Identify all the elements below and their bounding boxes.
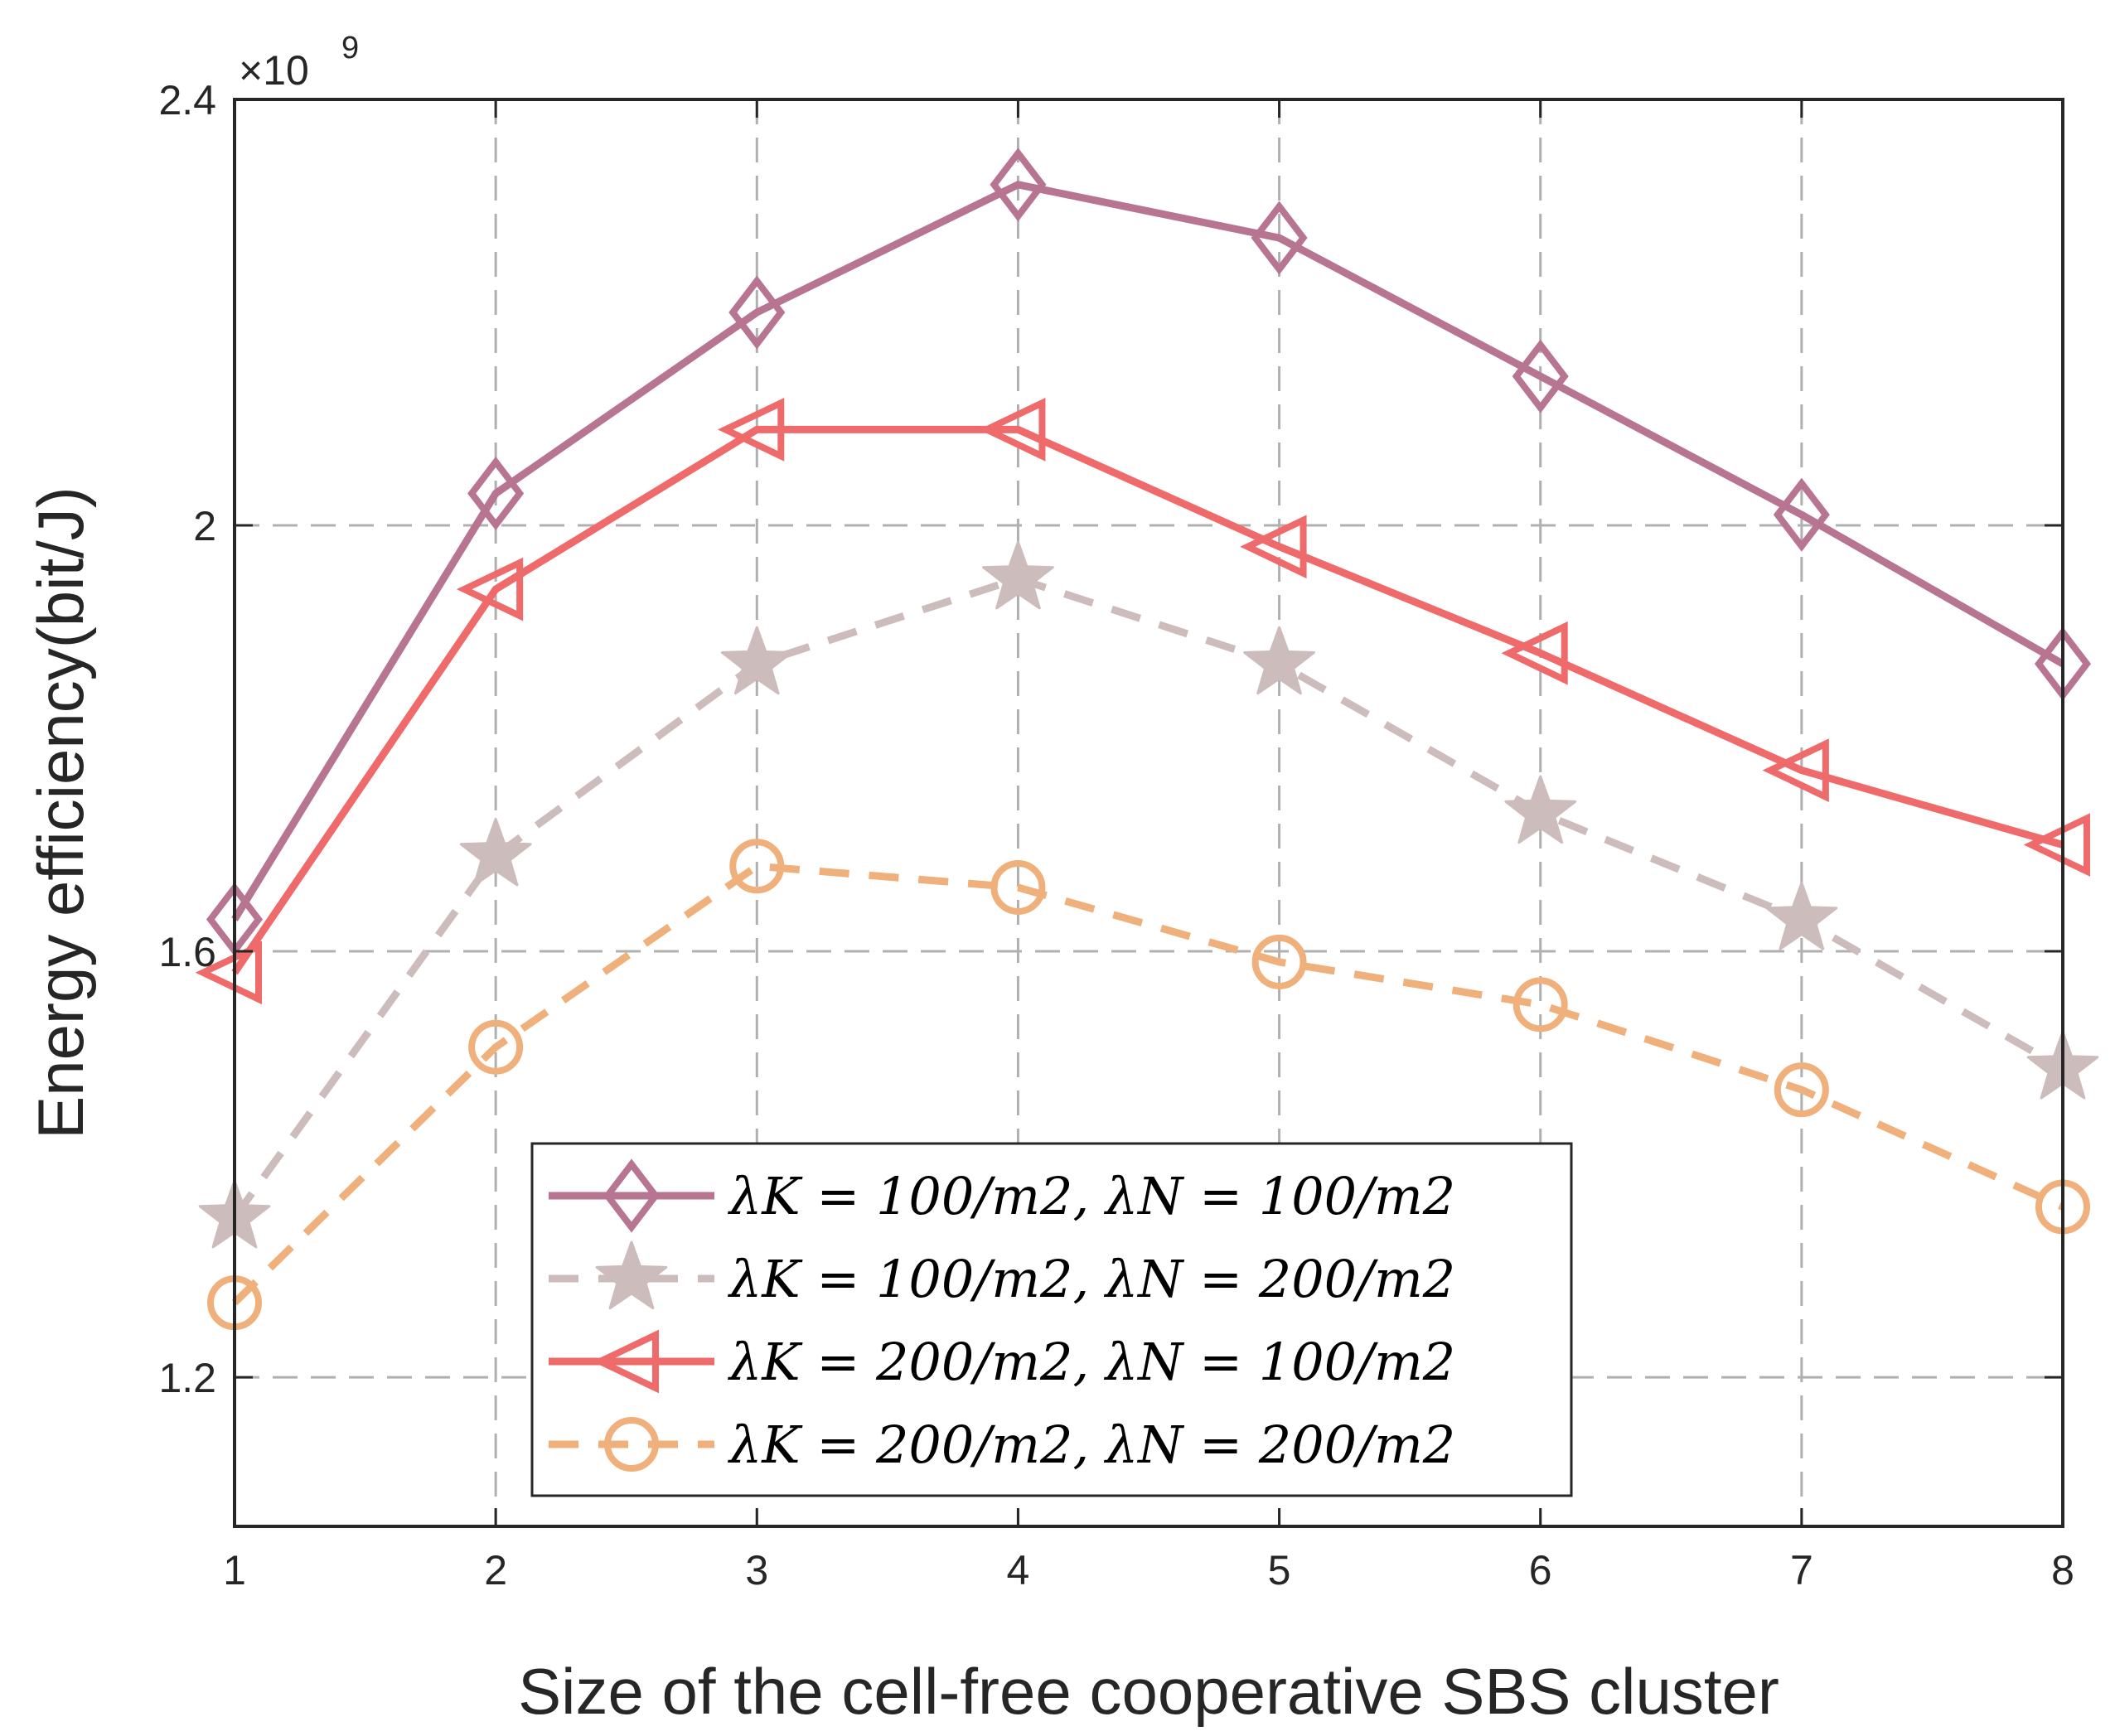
data-point-triangle-left: [1501, 621, 1568, 685]
y-axis-scale-exponent: 9: [341, 31, 359, 65]
data-point-circle: [468, 1019, 524, 1075]
legend-entry: λK = 100/m2, λN = 100/m2: [549, 1158, 1455, 1233]
y-tick-label: 2: [193, 503, 216, 549]
plot-area-frame: [233, 98, 2064, 1528]
data-point-triangle-left: [1240, 515, 1307, 579]
x-axis-title: Size of the cell-free cooperative SBS cl…: [518, 1655, 1779, 1728]
data-point-circle: [1251, 934, 1307, 989]
series-2: [198, 540, 2099, 1249]
data-point-diamond: [990, 147, 1047, 222]
data-point-triangle-left: [979, 398, 1046, 462]
data-point-star: [459, 817, 532, 887]
series-line: [231, 425, 2064, 975]
legend-box: [530, 1142, 1573, 1497]
data-point-diamond: [467, 456, 525, 531]
legend-entry: λK = 100/m2, λN = 200/m2: [549, 1240, 1455, 1310]
legend-label: λK = 200/m2, λN = 100/m2: [727, 1332, 1455, 1392]
data-point-triangle-left: [1762, 738, 1829, 802]
x-tick-label: 7: [1790, 1547, 1813, 1593]
data-point-triangle-left: [718, 398, 785, 462]
y-tick-label: 1.6: [158, 929, 216, 975]
data-point-circle: [990, 859, 1046, 915]
data-point-diamond: [1512, 339, 1569, 413]
y-axis-title: Energy efficiency(bit/J): [24, 486, 97, 1139]
y-tick-label: 2.4: [158, 77, 216, 123]
axis-ticks: 1 2 3 4 5 6 7 8 1.2 1.6 2 2.4: [158, 77, 2074, 1593]
data-point-star: [1504, 775, 1577, 844]
legend-label: λK = 100/m2, λN = 200/m2: [727, 1249, 1455, 1309]
data-point-circle: [729, 839, 785, 894]
data-point-circle: [1774, 1062, 1829, 1118]
series-line: [231, 862, 2064, 1306]
x-tick-label: 8: [2051, 1547, 2074, 1593]
x-tick-label: 2: [484, 1547, 507, 1593]
data-point-diamond: [728, 275, 786, 350]
data-point-diamond: [1251, 201, 1308, 275]
data-point-star: [982, 540, 1054, 610]
legend-marker-triangle-left: [592, 1329, 659, 1394]
legend-marker-star: [595, 1240, 668, 1310]
x-tick-label: 6: [1529, 1547, 1552, 1593]
x-tick-label: 3: [745, 1547, 768, 1593]
data-point-triangle-left: [2023, 813, 2090, 877]
y-axis-scale-label: ×10: [239, 47, 309, 94]
series-line: [231, 574, 2065, 1220]
data-point-star: [720, 626, 793, 695]
legend-label: λK = 100/m2, λN = 100/m2: [727, 1166, 1455, 1226]
data-point-star: [1243, 626, 1315, 695]
legend: λK = 100/m2, λN = 100/m2 λK = 100/m2, λN …: [530, 1142, 1573, 1497]
x-tick-label: 5: [1268, 1547, 1291, 1593]
data-point-diamond: [1773, 477, 1830, 552]
data-point-star: [1765, 882, 1838, 950]
data-point-triangle-left: [195, 941, 262, 1005]
data-point-triangle-left: [456, 557, 524, 621]
series-line: [231, 181, 2065, 921]
legend-entry: λK = 200/m2, λN = 100/m2: [549, 1329, 1455, 1394]
legend-label: λK = 200/m2, λN = 200/m2: [727, 1414, 1455, 1475]
x-tick-label: 4: [1007, 1547, 1030, 1593]
legend-entry: λK = 200/m2, λN = 200/m2: [549, 1414, 1455, 1475]
data-point-circle: [1512, 977, 1568, 1032]
x-tick-label: 1: [223, 1547, 246, 1593]
y-tick-label: 1.2: [158, 1355, 216, 1401]
legend-marker-circle: [604, 1417, 659, 1472]
legend-marker-diamond: [603, 1158, 661, 1233]
series-3: [195, 398, 2090, 1005]
